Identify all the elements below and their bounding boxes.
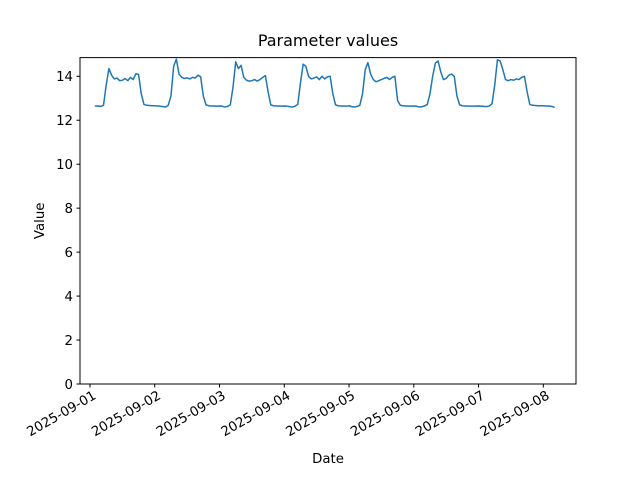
- y-tick-label: 0: [65, 378, 73, 393]
- y-tick-label: 8: [65, 202, 73, 217]
- chart-title: Parameter values: [258, 31, 398, 50]
- x-tick-label: 2025-09-01: [25, 388, 99, 440]
- y-tick-label: 4: [65, 290, 73, 305]
- x-tick-label: 2025-09-02: [89, 388, 163, 440]
- x-tick-label: 2025-09-05: [284, 388, 358, 440]
- x-tick-label: 2025-09-06: [348, 388, 422, 440]
- x-tick-label: 2025-09-03: [154, 388, 228, 440]
- y-tick-label: 12: [56, 114, 73, 129]
- y-axis-label: Value: [33, 203, 48, 240]
- y-tick-label: 2: [65, 334, 73, 349]
- y-tick-label: 6: [65, 246, 73, 261]
- series-line: [94, 58, 555, 108]
- x-tick-label: 2025-09-04: [219, 388, 293, 440]
- x-tick-label: 2025-09-07: [413, 388, 487, 440]
- y-tick-label: 10: [56, 158, 73, 173]
- plot-area-frame: [79, 57, 577, 385]
- y-tick-label: 14: [56, 70, 73, 85]
- y-axis-ticks: 0 2 4 6 8 10 12 14: [56, 70, 80, 393]
- x-tick-label: 2025-09-08: [478, 388, 552, 440]
- x-axis-label: Date: [312, 452, 344, 467]
- series-group: [94, 58, 555, 108]
- x-axis-ticks: 2025-09-012025-09-022025-09-032025-09-04…: [25, 384, 552, 440]
